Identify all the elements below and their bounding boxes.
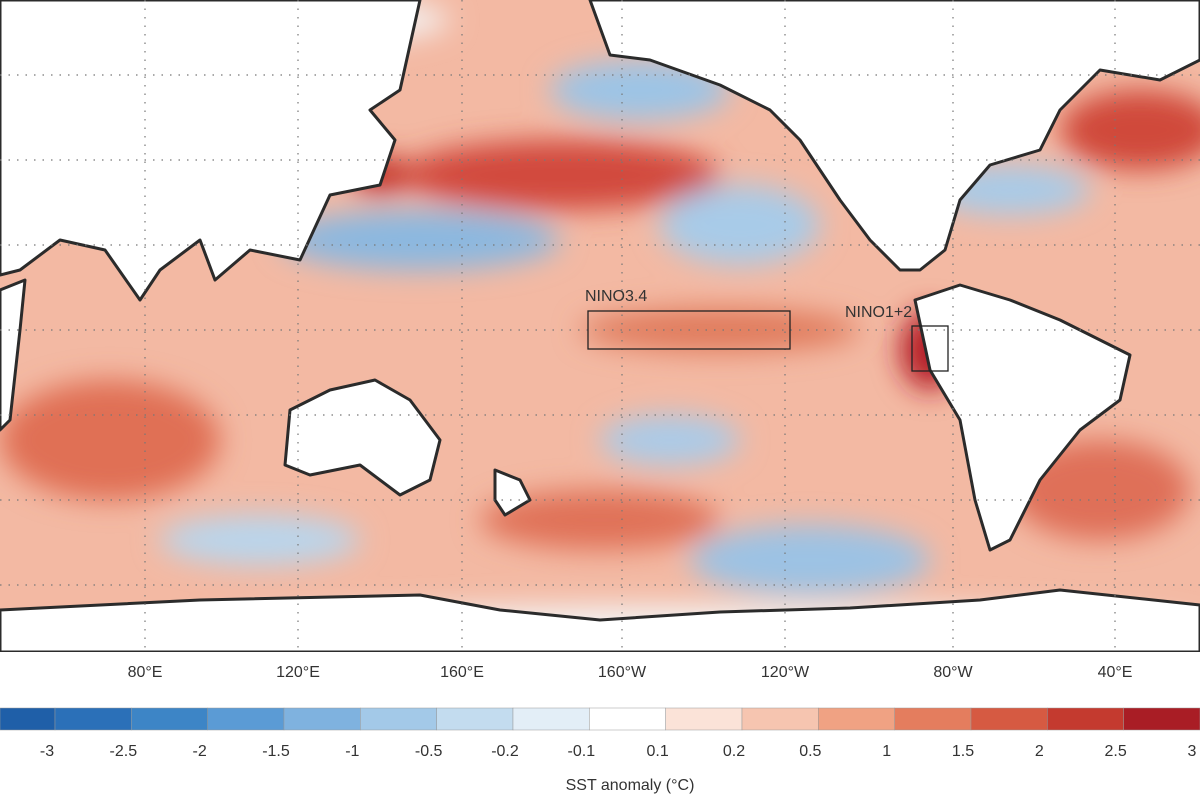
colorbar-tick-label: 2 [1035,743,1044,760]
longitude-label: 160°E [440,664,484,681]
region-label: NINO3.4 [585,288,647,305]
colorbar-segment [360,707,437,731]
colorbar-segment [589,707,666,731]
colorbar-segment [436,707,514,731]
colorbar-tick-label: -2 [193,743,207,760]
colorbar-segment [0,707,56,731]
colorbar-tick-label: -1.5 [262,743,290,760]
colorbar-segment [131,707,208,731]
colorbar-title: SST anomaly (°C) [566,777,695,794]
colorbar-segment [283,707,361,731]
colorbar-tick-label: 0.5 [799,743,821,760]
south-america [913,283,1132,552]
colorbar: -3 -2.5 -2 -1.5 -1 -0.5 -0.2 -0.1 0.1 0.2 0.5 1 1.5 2… [0,707,1200,760]
longitude-label: 80°W [933,664,973,681]
colorbar-segment [207,707,285,731]
colorbar-tick-label: 2.5 [1105,743,1127,760]
colorbar-segment [1047,707,1124,731]
colorbar-tick-label: 1.5 [952,743,974,760]
longitude-label: 160°W [598,664,647,681]
colorbar-tick-label: 3 [1188,743,1197,760]
colorbar-segment [665,707,743,731]
colorbar-tick-label: -0.5 [415,743,443,760]
longitude-label: 80°E [128,664,163,681]
colorbar-segment [894,707,972,731]
longitude-labels: 80°E 120°E 160°E 160°W 120°W 80°W 40°E [128,664,1133,681]
map-area: NINO3.4 NINO1+2 [0,0,1200,652]
colorbar-segment [1123,707,1200,731]
longitude-label: 120°E [276,664,320,681]
africa-east [0,278,27,432]
antarctica [0,588,1200,652]
colorbar-tick-label: 0.1 [647,743,669,760]
australia [283,378,442,497]
longitude-label: 120°W [761,664,810,681]
colorbar-tick-label: -0.1 [568,743,596,760]
region-label: NINO1+2 [845,304,912,321]
colorbar-segment [741,707,819,731]
nino12-box [911,325,949,372]
colorbar-segment [970,707,1048,731]
north-america [588,0,1200,272]
colorbar-segment [818,707,895,731]
colorbar-segment [54,707,132,731]
colorbar-tick-label: -0.2 [491,743,519,760]
colorbar-tick-label: 0.2 [723,743,745,760]
longitude-label: 40°E [1098,664,1133,681]
colorbar-tick-label: -3 [40,743,54,760]
new-zealand [493,468,532,517]
colorbar-tick-label: -1 [345,743,359,760]
colorbar-segment [512,707,590,731]
nino34-box [587,310,791,350]
colorbar-tick-label: -2.5 [110,743,138,760]
colorbar-tick-label: 1 [882,743,891,760]
